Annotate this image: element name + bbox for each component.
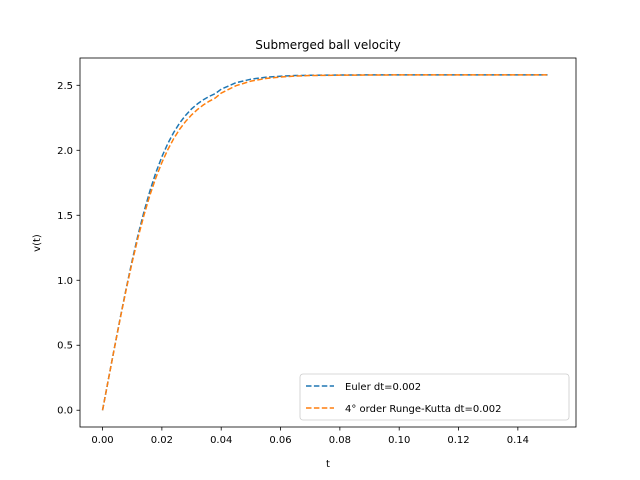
plot-frame <box>79 57 577 428</box>
y-tick-label: 2.0 <box>57 146 73 157</box>
legend-box <box>299 373 570 421</box>
x-tick-label: 0.10 <box>388 435 410 446</box>
y-tick-label: 1.0 <box>57 276 73 287</box>
x-tick-label: 0.02 <box>151 435 173 446</box>
plot-content <box>101 74 548 411</box>
y-tick-label: 1.5 <box>57 211 73 222</box>
x-tick-label: 0.08 <box>329 435 351 446</box>
y-axis-ticks: 0.0 0.5 1.0 1.5 2.0 2.5 <box>57 81 80 417</box>
y-tick-label: 0.0 <box>57 406 73 417</box>
x-tick-label: 0.12 <box>447 435 469 446</box>
x-tick-label: 0.06 <box>269 435 291 446</box>
legend-label-euler: Euler dt=0.002 <box>345 382 421 393</box>
y-tick-label: 0.5 <box>57 341 73 352</box>
x-axis-ticks: 0.00 0.02 0.04 0.06 0.08 0.10 0.12 0.14 <box>91 427 529 446</box>
x-tick-label: 0.04 <box>210 435 232 446</box>
x-tick-label: 0.00 <box>91 435 113 446</box>
series-line-runge-kutta <box>101 74 548 411</box>
y-tick-label: 2.5 <box>57 81 73 92</box>
legend-label-runge-kutta: 4° order Runge-Kutta dt=0.002 <box>345 404 502 415</box>
x-axis-label: t <box>326 459 330 470</box>
chart-title: Submerged ball velocity <box>255 38 400 52</box>
x-tick-label: 0.14 <box>507 435 529 446</box>
y-axis-label: v(t) <box>32 234 43 252</box>
legend: Euler dt=0.002 4° order Runge-Kutta dt=0… <box>299 373 570 421</box>
